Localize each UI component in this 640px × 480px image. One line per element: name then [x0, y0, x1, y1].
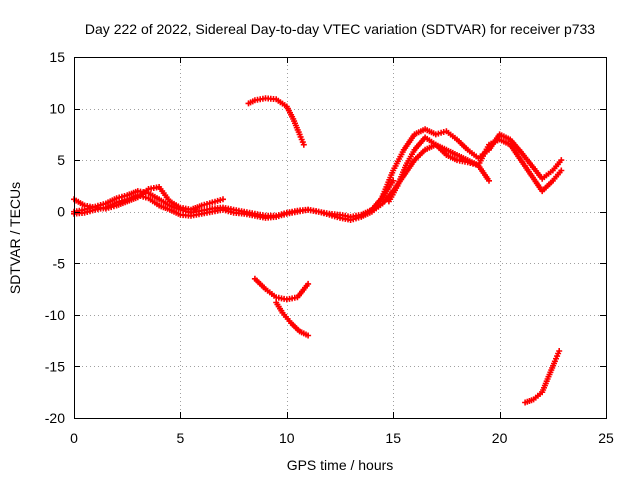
series-point-markers	[71, 188, 397, 223]
x-tick-label: 10	[279, 430, 295, 446]
y-tick-label: -10	[45, 307, 65, 323]
x-tick-label: 5	[177, 430, 185, 446]
series-track-low-arc-b	[273, 299, 312, 339]
y-axis-label: SDTVAR / TECUs	[7, 182, 23, 294]
y-tick-label: 10	[49, 101, 65, 117]
series-area	[71, 95, 565, 406]
y-tick-label: -15	[45, 358, 65, 374]
x-tick-label: 20	[492, 430, 508, 446]
series-point-markers	[522, 348, 563, 406]
x-tick-label: 25	[598, 430, 614, 446]
series-track-rise-a	[379, 126, 565, 200]
y-tick-label: 5	[57, 152, 65, 168]
series-track-bottom-right	[522, 348, 563, 406]
y-tick-label: 15	[49, 49, 65, 65]
x-tick-label: 0	[70, 430, 78, 446]
series-point-markers	[273, 299, 312, 339]
y-tick-label: -20	[45, 410, 65, 426]
axis-ticks: 0 5 10 15 20 25 -20 -15 -10 -5 0 5 10 15	[45, 49, 614, 446]
series-track-low-arc-a	[251, 275, 312, 303]
series-track-baseline-c	[71, 184, 226, 213]
y-tick-label: 0	[57, 204, 65, 220]
series-point-markers	[245, 95, 307, 148]
x-axis-label: GPS time / hours	[287, 457, 394, 473]
x-tick-label: 15	[385, 430, 401, 446]
series-track-rise-c	[390, 141, 492, 195]
series-track-high-arc	[245, 95, 307, 148]
series-track-baseline-b	[71, 188, 397, 223]
grid	[74, 57, 606, 418]
series-point-markers	[390, 141, 492, 195]
y-tick-label: -5	[53, 255, 66, 271]
series-point-markers	[251, 275, 312, 303]
chart-title: Day 222 of 2022, Sidereal Day-to-day VTE…	[85, 21, 595, 37]
plot-frame	[74, 57, 607, 419]
